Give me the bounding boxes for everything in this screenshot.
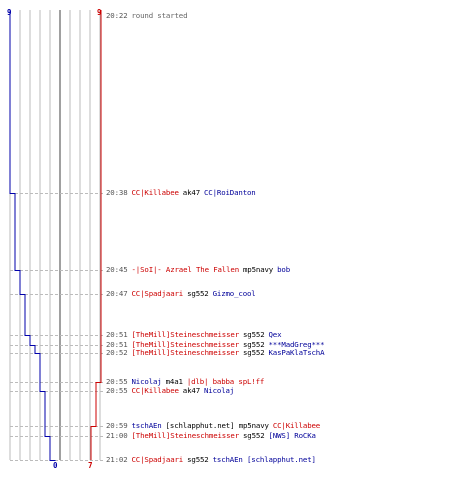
killer-name: -|SoI|- Azrael The Fallen: [131, 265, 240, 274]
weapon-name: m4a1: [165, 377, 183, 386]
event-time: 20:55: [106, 377, 128, 386]
event-row: 20:52 [TheMill]Steineschmeisser sg552 KasPa…: [106, 348, 328, 358]
killer-name: [TheMill]Steineschmeisser: [131, 340, 240, 349]
victim-name: |dlb| babba spL!ff: [186, 377, 265, 386]
victim-name: tschAEn [schlapphut.net]: [212, 455, 316, 464]
victim-name: Nicolaj: [204, 386, 235, 395]
weapon-name: sg552: [187, 455, 209, 464]
weapon-name: sg552: [187, 289, 209, 298]
killer-name: CC|Spadjaari: [131, 289, 184, 298]
event-time: 20:55: [106, 386, 128, 395]
victim-name: Gizmo_cool: [212, 289, 256, 298]
red-team-alive-line: [90, 10, 102, 460]
killer-name: CC|Spadjaari: [131, 455, 184, 464]
victim-name: ***MadGreg***: [268, 340, 325, 349]
weapon-name: ak47: [182, 188, 200, 197]
red-start-score: 9: [97, 8, 102, 17]
killer-name: [TheMill]Steineschmeisser: [131, 330, 240, 339]
event-time: 20:59: [106, 421, 128, 430]
victim-name: CC|RoiDanton: [204, 188, 256, 197]
blue-team-alive-line: [9, 10, 56, 461]
event-row: 20:55 Nicolaj m4a1 |dlb| babba spL!ff: [106, 377, 268, 387]
event-time: 20:51: [106, 330, 128, 339]
weapon-name: sg552: [243, 431, 265, 440]
event-row: 20:45 -|SoI|- Azrael The Fallen mp5navy bob: [106, 265, 294, 275]
killer-name: tschAEn: [131, 421, 162, 430]
victim-name: bob: [277, 265, 291, 274]
event-time: 20:51: [106, 340, 128, 349]
event-time: 20:22: [106, 11, 128, 20]
event-time: 20:52: [106, 348, 128, 357]
event-row: 21:02 CC|Spadjaari sg552 tschAEn [schlapphu…: [106, 455, 320, 465]
killer-name: CC|Killabee: [131, 188, 179, 197]
event-row: 20:38 CC|Killabee ak47 CC|RoiDanton: [106, 188, 260, 198]
event-time: 20:45: [106, 265, 128, 274]
event-time: 21:00: [106, 431, 128, 440]
victim-name: CC|Killabee: [272, 421, 321, 430]
killer-name: CC|Killabee: [131, 386, 179, 395]
killer-name: [TheMill]Steineschmeisser: [131, 348, 240, 357]
event-row: 20:51 [TheMill]Steineschmeisser sg552 Qex: [106, 330, 285, 340]
weapon-name: sg552: [243, 348, 265, 357]
victim-name: KasPaKlaTschA: [268, 348, 325, 357]
event-row: 20:51 [TheMill]Steineschmeisser sg552 ***Ma…: [106, 340, 328, 350]
blue-start-score: 9: [7, 8, 12, 17]
killer-name: [TheMill]Steineschmeisser: [131, 431, 240, 440]
weapon-name: [schlapphut.net] mp5navy: [165, 421, 269, 430]
weapon-name: sg552: [243, 330, 265, 339]
event-row: 20:59 tschAEn [schlapphut.net] mp5navy CC|K…: [106, 421, 324, 431]
weapon-name: sg552: [243, 340, 265, 349]
event-time: 20:38: [106, 188, 128, 197]
weapon-name: ak47: [182, 386, 200, 395]
event-row: 21:00 [TheMill]Steineschmeisser sg552 [NWS]…: [106, 431, 320, 441]
event-message: round started: [131, 11, 188, 20]
event-time: 21:02: [106, 455, 128, 464]
victim-name: Qex: [268, 330, 282, 339]
event-row: 20:55 CC|Killabee ak47 Nicolaj: [106, 386, 238, 396]
victim-name: [NWS] RoCKa: [268, 431, 316, 440]
event-time: 20:47: [106, 289, 128, 298]
event-row: 20:22 round started: [106, 11, 191, 21]
blue-end-score: 0: [53, 461, 58, 470]
event-row: 20:47 CC|Spadjaari sg552 Gizmo_cool: [106, 289, 260, 299]
red-end-score: 7: [88, 461, 93, 470]
killer-name: Nicolaj: [131, 377, 162, 386]
weapon-name: mp5navy: [243, 265, 274, 274]
